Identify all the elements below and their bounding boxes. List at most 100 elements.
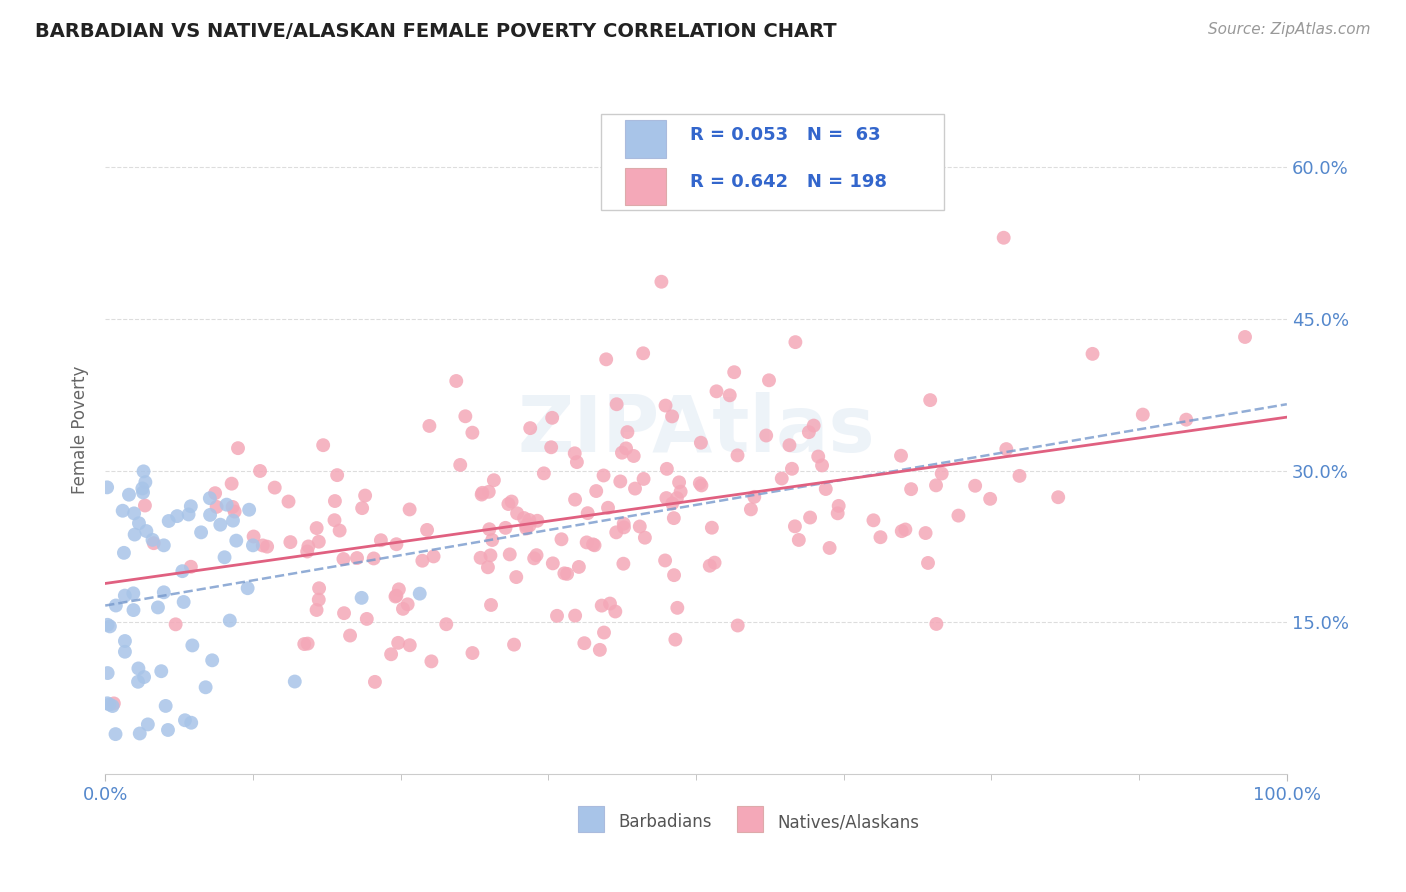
Point xyxy=(631,346,654,360)
Point xyxy=(323,513,346,527)
Point xyxy=(513,511,536,525)
Point xyxy=(461,646,484,660)
Point xyxy=(98,619,121,633)
Point xyxy=(811,458,834,473)
Point xyxy=(416,523,439,537)
Point xyxy=(582,537,605,551)
Point xyxy=(96,480,118,494)
Point xyxy=(505,570,527,584)
Point xyxy=(614,442,637,456)
Point xyxy=(127,661,149,675)
Point xyxy=(869,530,891,544)
Text: BARBADIAN VS NATIVE/ALASKAN FEMALE POVERTY CORRELATION CHART: BARBADIAN VS NATIVE/ALASKAN FEMALE POVER… xyxy=(35,22,837,41)
Point xyxy=(479,598,502,612)
Point xyxy=(221,476,243,491)
Point xyxy=(198,491,221,506)
Point xyxy=(1047,490,1070,504)
Point xyxy=(173,595,195,609)
Point xyxy=(515,521,537,535)
Point xyxy=(650,275,672,289)
Point xyxy=(1081,347,1104,361)
Point xyxy=(295,544,318,558)
Point xyxy=(515,519,537,533)
Point xyxy=(114,589,136,603)
Point xyxy=(787,533,810,547)
Point xyxy=(550,533,572,547)
Point xyxy=(326,468,349,483)
Point xyxy=(471,487,494,501)
Point xyxy=(654,553,676,567)
Point xyxy=(277,494,299,508)
Point xyxy=(605,525,627,540)
Point xyxy=(132,485,155,500)
Point xyxy=(114,634,136,648)
Point xyxy=(308,581,330,595)
Point xyxy=(190,525,212,540)
Point xyxy=(574,636,596,650)
Point xyxy=(256,540,278,554)
Point xyxy=(308,534,330,549)
Point xyxy=(177,508,200,522)
Point xyxy=(655,462,678,476)
Point xyxy=(166,509,188,524)
Point xyxy=(242,538,264,552)
Point xyxy=(654,399,676,413)
Point xyxy=(783,519,806,533)
Point xyxy=(585,483,607,498)
Point xyxy=(122,586,145,600)
Point xyxy=(540,440,562,454)
Point xyxy=(141,533,163,547)
Point xyxy=(172,564,194,578)
Point xyxy=(742,490,765,504)
Point xyxy=(420,654,443,668)
Point xyxy=(610,446,633,460)
Point xyxy=(613,516,636,531)
Point xyxy=(222,514,245,528)
Point xyxy=(280,535,302,549)
Point xyxy=(689,476,711,491)
Point xyxy=(339,628,361,642)
Point xyxy=(132,464,155,478)
Point xyxy=(699,558,721,573)
Point xyxy=(156,723,179,737)
Point xyxy=(592,468,614,483)
Point xyxy=(263,481,285,495)
Point xyxy=(565,455,588,469)
Point xyxy=(136,717,159,731)
Point xyxy=(478,522,501,536)
Point xyxy=(482,473,505,487)
Point xyxy=(418,419,440,434)
Point xyxy=(422,549,444,564)
Point xyxy=(209,517,232,532)
Point xyxy=(727,449,749,463)
Point xyxy=(305,521,328,535)
Point xyxy=(703,556,725,570)
Point xyxy=(118,488,141,502)
Point xyxy=(995,442,1018,456)
Point xyxy=(249,464,271,478)
Point xyxy=(661,409,683,424)
Point xyxy=(633,472,655,486)
Point xyxy=(655,491,678,505)
Point xyxy=(495,521,517,535)
Point xyxy=(568,560,591,574)
Point xyxy=(388,582,411,597)
Point xyxy=(134,499,156,513)
Point xyxy=(128,726,150,740)
Point xyxy=(993,231,1015,245)
Point xyxy=(890,524,912,538)
Point xyxy=(541,410,564,425)
Point xyxy=(236,581,259,595)
Point xyxy=(174,713,197,727)
Point xyxy=(669,484,692,499)
Point xyxy=(398,638,420,652)
Point xyxy=(205,500,228,514)
Point xyxy=(308,592,330,607)
Point xyxy=(461,425,484,440)
Point xyxy=(914,526,936,541)
Point xyxy=(533,467,555,481)
Point xyxy=(917,556,939,570)
Point xyxy=(523,551,546,566)
Point xyxy=(925,478,948,492)
Point xyxy=(589,643,612,657)
